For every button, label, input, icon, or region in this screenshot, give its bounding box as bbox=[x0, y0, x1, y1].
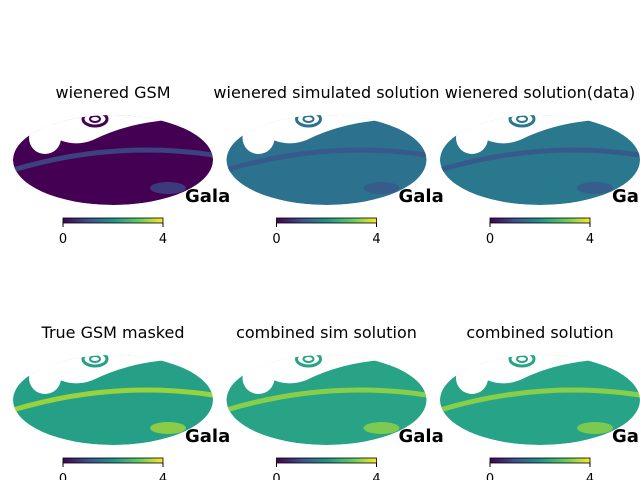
colorbar-tick-label: 0 bbox=[486, 232, 494, 247]
swirl bbox=[89, 115, 101, 123]
mask bbox=[242, 122, 275, 154]
sky-map bbox=[226, 115, 427, 205]
swirl bbox=[295, 355, 322, 368]
mask bbox=[29, 362, 61, 394]
sky-map bbox=[13, 115, 213, 205]
mask bbox=[226, 115, 427, 144]
mask bbox=[29, 122, 61, 154]
bright-spot bbox=[363, 422, 400, 434]
colorbar-tick-label: 4 bbox=[159, 472, 167, 480]
panel-title: combined sim solution bbox=[236, 323, 417, 342]
galactic-band bbox=[440, 387, 640, 413]
annotation: Gala bbox=[185, 426, 230, 447]
annotation: Gala bbox=[399, 426, 444, 447]
mask bbox=[456, 122, 488, 154]
swirl bbox=[302, 355, 315, 363]
mask bbox=[440, 355, 640, 384]
panel-title: wienered simulated solution bbox=[213, 83, 439, 102]
panel-title: wienered GSM bbox=[55, 83, 170, 102]
colorbar bbox=[276, 457, 377, 464]
mask bbox=[13, 355, 213, 384]
annotation: Gala bbox=[399, 186, 444, 207]
bright-spot bbox=[577, 422, 613, 434]
colorbar bbox=[62, 217, 164, 224]
sky-map bbox=[226, 355, 427, 445]
annotation: Gala bbox=[612, 186, 640, 207]
mask bbox=[13, 115, 213, 144]
galactic-band bbox=[226, 147, 427, 173]
annotation: Gala bbox=[185, 186, 230, 207]
swirl bbox=[302, 115, 315, 123]
colorbar-tick-label: 0 bbox=[59, 472, 67, 480]
colorbar bbox=[489, 457, 591, 464]
panel-title: wienered solution(data) bbox=[445, 83, 636, 102]
swirl bbox=[508, 355, 536, 368]
bright-spot bbox=[150, 422, 186, 434]
swirl bbox=[516, 355, 528, 363]
colorbar-tick-label: 0 bbox=[59, 232, 67, 247]
swirl bbox=[295, 115, 322, 128]
mask bbox=[456, 362, 488, 394]
colorbar bbox=[276, 217, 377, 224]
colorbar bbox=[62, 457, 164, 464]
galactic-band bbox=[13, 147, 213, 173]
colorbar-tick-label: 4 bbox=[372, 232, 380, 247]
swirl bbox=[508, 115, 536, 128]
panel-title: combined solution bbox=[466, 323, 613, 342]
swirl bbox=[516, 115, 528, 123]
galactic-band bbox=[226, 387, 427, 413]
mask bbox=[242, 362, 275, 394]
colorbar-tick-label: 4 bbox=[159, 232, 167, 247]
galactic-band bbox=[13, 387, 213, 413]
swirl bbox=[81, 355, 109, 368]
mask bbox=[440, 115, 640, 144]
swirl bbox=[89, 355, 101, 363]
sky-map bbox=[440, 355, 640, 445]
swirl bbox=[81, 115, 109, 128]
colorbar-tick-label: 0 bbox=[272, 472, 280, 480]
colorbar-tick-label: 0 bbox=[486, 472, 494, 480]
bright-spot bbox=[577, 182, 613, 194]
colorbar-tick-label: 4 bbox=[372, 472, 380, 480]
sky-map bbox=[440, 115, 640, 205]
galactic-band bbox=[440, 147, 640, 173]
annotation: Gala bbox=[612, 426, 640, 447]
colorbar-tick-label: 4 bbox=[586, 472, 594, 480]
sky-map bbox=[13, 355, 213, 445]
colorbar-tick-label: 4 bbox=[586, 232, 594, 247]
colorbar-tick-label: 0 bbox=[272, 232, 280, 247]
bright-spot bbox=[363, 182, 400, 194]
panel-title: True GSM masked bbox=[41, 323, 185, 342]
bright-spot bbox=[150, 182, 186, 194]
mask bbox=[226, 355, 427, 384]
colorbar bbox=[489, 217, 591, 224]
